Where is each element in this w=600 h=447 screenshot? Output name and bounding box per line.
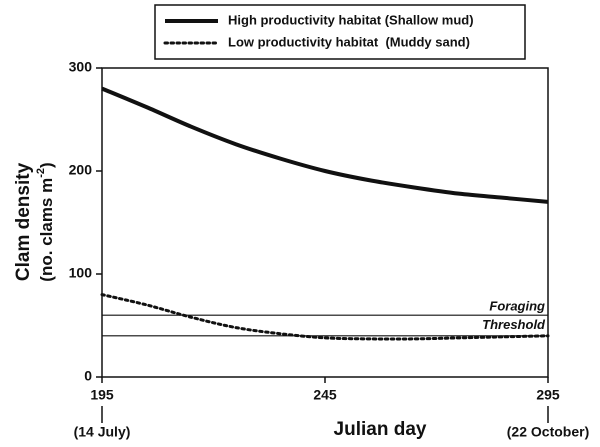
- y-axis-units: (no. clams m-2): [35, 162, 57, 281]
- y-tick-label: 200: [69, 162, 93, 178]
- legend-box: [154, 4, 526, 60]
- x-tick-note: (14 July): [74, 424, 131, 440]
- annotation: Foraging: [489, 299, 545, 314]
- x-tick-label: 245: [313, 387, 337, 403]
- y-tick-label: 300: [69, 59, 93, 75]
- x-tick-label: 295: [536, 387, 560, 403]
- x-axis-label: Julian day: [334, 419, 427, 440]
- y-tick-label: 100: [69, 265, 93, 281]
- legend-label: High productivity habitat (Shallow mud): [228, 12, 474, 27]
- plot-frame: [101, 67, 549, 378]
- legend-label: Low productivity habitat (Muddy sand): [228, 34, 470, 49]
- y-axis-label: Clam density: [13, 162, 34, 281]
- series-line: [100, 293, 550, 341]
- annotation: Threshold: [482, 317, 546, 332]
- y-axis-label-group: Clam density (no. clams m-2): [13, 162, 56, 281]
- units-sup: -2: [35, 168, 47, 178]
- x-tick-note: (22 October): [507, 424, 589, 440]
- units-close: ): [37, 162, 56, 168]
- y-tick-label: 0: [84, 368, 92, 384]
- units-text: (no. clams m: [37, 178, 56, 282]
- series-line: [101, 86, 549, 204]
- x-tick-label: 195: [90, 387, 114, 403]
